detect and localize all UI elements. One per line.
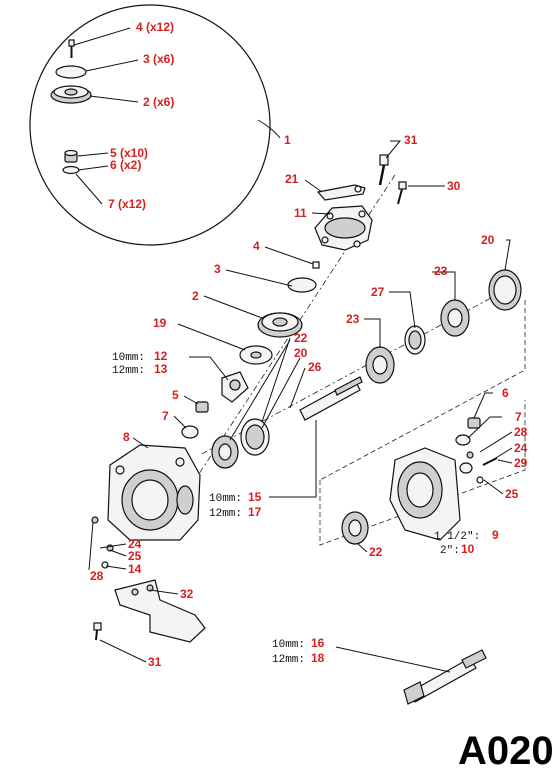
callout-31b: 31 [148, 655, 162, 669]
callout-20: 20 [481, 233, 495, 247]
seal-ring-part [181, 425, 199, 439]
small-fitting-part [91, 516, 114, 569]
oil-seal-part [240, 418, 270, 456]
bearing-part [365, 346, 395, 384]
bracket-part [316, 184, 366, 201]
gasket-part [55, 65, 87, 79]
spacer-ring-part [404, 325, 426, 355]
callout-6: 6 [502, 386, 509, 400]
detail-inset: 4 (x12) 3 (x6) 2 (x6) 5 (x10) 6 (x2) 7 (… [29, 4, 271, 246]
callout-7b: 7 [515, 410, 522, 424]
callout-20b: 20 [294, 346, 308, 360]
callout-11: 11 [294, 206, 307, 220]
size-note-13-part: 13 [154, 362, 168, 376]
seal-ring-part [455, 434, 471, 446]
callout-22: 22 [294, 331, 308, 345]
size-note-13-label: 12mm: [112, 365, 145, 377]
size-note-12-part: 12 [154, 349, 168, 363]
drive-shaft-part [299, 376, 363, 421]
size-note-18-part: 18 [311, 651, 325, 665]
size-note-9-label: 1 1/2": [434, 531, 480, 543]
callout-29: 29 [514, 456, 528, 470]
callout-8: 8 [123, 430, 130, 444]
bearing-part [211, 435, 239, 469]
size-note-16-label: 10mm: [272, 639, 305, 651]
side-housing-part [389, 447, 461, 541]
callout-24b: 24 [128, 537, 142, 551]
bolt-part [93, 622, 102, 641]
callout-5: 5 [172, 388, 179, 402]
detail-label-6: 6 (x2) [110, 158, 141, 172]
callout-30: 30 [447, 179, 461, 193]
diagram-reference-code: A020 [458, 729, 554, 772]
seal-ring-part [62, 165, 80, 175]
cover-plate-part [50, 85, 92, 104]
cover-plate-part [257, 312, 303, 338]
callout-27: 27 [371, 285, 385, 299]
grease-nipple-part [195, 401, 209, 413]
screw-part [68, 39, 75, 58]
detail-label-4: 4 (x12) [136, 20, 174, 34]
callout-26: 26 [308, 360, 322, 374]
screw-part [312, 261, 320, 269]
callout-4: 4 [253, 239, 260, 253]
callout-19: 19 [153, 316, 167, 330]
small-fitting-part [459, 451, 498, 484]
oil-seal-part [488, 269, 522, 311]
callout-28b: 28 [90, 569, 104, 583]
callout-25b: 25 [128, 549, 142, 563]
callout-2: 2 [192, 289, 199, 303]
gearbox-housing-part [107, 444, 201, 541]
size-note-16-part: 16 [311, 636, 325, 650]
callout-1: 1 [284, 133, 291, 147]
grease-nipple-part [64, 149, 78, 163]
size-note-17-label: 12mm: [209, 508, 242, 520]
callout-22b: 22 [369, 545, 383, 559]
detail-label-2: 2 (x6) [143, 95, 174, 109]
callout-3: 3 [214, 262, 221, 276]
spacer-plate-part [239, 345, 273, 365]
coupling-part [221, 371, 249, 403]
size-note-15-part: 15 [248, 490, 262, 504]
gasket-part [287, 277, 317, 293]
size-note-10-part: 10 [461, 542, 475, 556]
grease-nipple-part [467, 417, 481, 429]
callout-23: 23 [434, 264, 448, 278]
cover-housing-part [314, 205, 373, 251]
bearing-part [341, 511, 369, 545]
size-note-10-label: 2": [440, 545, 460, 557]
size-note-17-part: 17 [248, 505, 262, 519]
detail-label-3: 3 (x6) [143, 52, 174, 66]
output-shaft-part [403, 649, 487, 705]
bearing-part [440, 299, 470, 337]
callout-28: 28 [514, 425, 528, 439]
callout-23b: 23 [346, 312, 360, 326]
callout-31: 31 [404, 133, 418, 147]
callout-7: 7 [162, 409, 169, 423]
callout-24: 24 [514, 441, 528, 455]
bolt-part [378, 154, 389, 186]
mounting-bracket-part [114, 579, 206, 643]
callout-14: 14 [128, 562, 142, 576]
small-screw-part [397, 181, 407, 205]
callout-21: 21 [285, 172, 299, 186]
size-note-12-label: 10mm: [112, 352, 145, 364]
size-note-9-part: 9 [492, 528, 499, 542]
size-note-18-label: 12mm: [272, 654, 305, 666]
callout-25: 25 [505, 487, 519, 501]
size-note-15-label: 10mm: [209, 493, 242, 505]
callout-32: 32 [180, 587, 194, 601]
detail-label-5: 5 (x10) [110, 146, 148, 160]
detail-label-7: 7 (x12) [108, 197, 146, 211]
